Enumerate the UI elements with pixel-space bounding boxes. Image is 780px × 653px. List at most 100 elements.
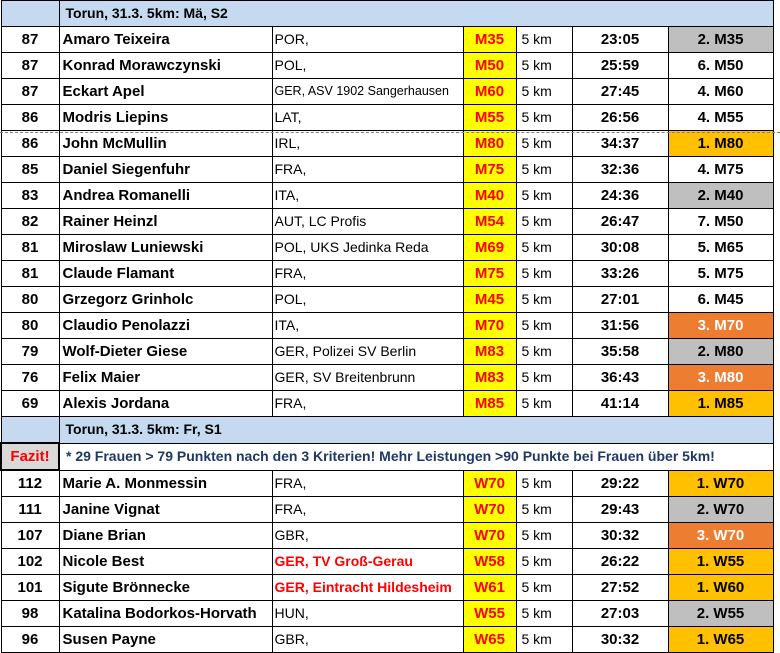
distance-cell[interactable]: 5 km [515,26,573,53]
age-category-cell[interactable]: M80 [462,130,517,157]
club-cell[interactable]: FRA, [271,496,464,523]
athlete-name-cell[interactable]: Marie A. Monmessin [58,469,273,497]
points-cell[interactable]: 83 [0,182,60,209]
placement-cell[interactable]: 4. M75 [667,156,774,183]
time-cell[interactable]: 27:52 [571,574,669,601]
age-category-cell[interactable]: M35 [462,26,517,53]
age-category-cell[interactable]: W58 [462,548,517,575]
points-cell[interactable]: 112 [0,469,60,497]
athlete-name-cell[interactable]: Alexis Jordana [58,390,273,417]
distance-cell[interactable]: 5 km [515,390,573,417]
club-cell[interactable]: POL, UKS Jedinka Reda [271,234,464,261]
points-cell[interactable]: 107 [0,522,60,549]
age-category-cell[interactable]: M83 [462,364,517,391]
club-cell[interactable]: FRA, [271,260,464,287]
placement-cell[interactable]: 1. M80 [667,130,774,157]
club-cell[interactable]: GER, Eintracht Hildesheim [271,574,464,601]
age-category-cell[interactable]: M55 [462,104,517,131]
age-category-cell[interactable]: M83 [462,338,517,365]
age-category-cell[interactable]: W61 [462,574,517,601]
distance-cell[interactable]: 5 km [515,574,573,601]
age-category-cell[interactable]: M50 [462,52,517,79]
club-cell[interactable]: HUN, [271,600,464,627]
distance-cell[interactable]: 5 km [515,52,573,79]
distance-cell[interactable]: 5 km [515,522,573,549]
club-cell[interactable]: POR, [271,26,464,53]
time-cell[interactable]: 24:36 [571,182,669,209]
placement-cell[interactable]: 2. M80 [667,338,774,365]
athlete-name-cell[interactable]: Claudio Penolazzi [58,312,273,339]
distance-cell[interactable]: 5 km [515,364,573,391]
points-cell[interactable]: 87 [0,52,60,79]
age-category-cell[interactable]: W70 [462,496,517,523]
age-category-cell[interactable]: M75 [462,156,517,183]
distance-cell[interactable]: 5 km [515,496,573,523]
points-cell[interactable]: 98 [0,600,60,627]
age-category-cell[interactable]: W70 [462,469,517,497]
athlete-name-cell[interactable]: Andrea Romanelli [58,182,273,209]
club-cell[interactable]: POL, [271,52,464,79]
time-cell[interactable]: 30:08 [571,234,669,261]
athlete-name-cell[interactable]: Diane Brian [58,522,273,549]
athlete-name-cell[interactable]: Janine Vignat [58,496,273,523]
athlete-name-cell[interactable]: Daniel Siegenfuhr [58,156,273,183]
points-cell[interactable]: 80 [0,286,60,313]
club-cell[interactable]: FRA, [271,156,464,183]
time-cell[interactable]: 31:56 [571,312,669,339]
time-cell[interactable]: 26:47 [571,208,669,235]
athlete-name-cell[interactable]: Katalina Bodorkos-Horvath [58,600,273,627]
points-cell[interactable]: 102 [0,548,60,575]
placement-cell[interactable]: 5. M65 [667,234,774,261]
club-cell[interactable]: ITA, [271,182,464,209]
athlete-name-cell[interactable]: Felix Maier [58,364,273,391]
age-category-cell[interactable]: M69 [462,234,517,261]
points-cell[interactable]: 82 [0,208,60,235]
time-cell[interactable]: 30:32 [571,522,669,549]
points-cell[interactable]: 86 [0,130,60,157]
time-cell[interactable]: 35:58 [571,338,669,365]
club-cell[interactable]: GER, ASV 1902 Sangerhausen [271,78,464,105]
time-cell[interactable]: 27:03 [571,600,669,627]
club-cell[interactable]: ITA, [271,312,464,339]
time-cell[interactable]: 23:05 [571,26,669,53]
distance-cell[interactable]: 5 km [515,338,573,365]
time-cell[interactable]: 32:36 [571,156,669,183]
placement-cell[interactable]: 2. M35 [667,26,774,53]
time-cell[interactable]: 33:26 [571,260,669,287]
placement-cell[interactable]: 3. W70 [667,522,774,549]
distance-cell[interactable]: 5 km [515,626,573,653]
placement-cell[interactable]: 1. W70 [667,469,774,497]
placement-cell[interactable]: 7. M50 [667,208,774,235]
club-cell[interactable]: GBR, [271,522,464,549]
fazit-label[interactable]: Fazit! [0,442,60,471]
club-cell[interactable]: GBR, [271,626,464,653]
placement-cell[interactable]: 5. M75 [667,260,774,287]
age-category-cell[interactable]: M54 [462,208,517,235]
club-cell[interactable]: GER, Polizei SV Berlin [271,338,464,365]
points-cell[interactable]: 86 [0,104,60,131]
time-cell[interactable]: 30:32 [571,626,669,653]
placement-cell[interactable]: 4. M60 [667,78,774,105]
distance-cell[interactable]: 5 km [515,548,573,575]
athlete-name-cell[interactable]: Nicole Best [58,548,273,575]
distance-cell[interactable]: 5 km [515,130,573,157]
club-cell[interactable]: FRA, [271,469,464,497]
athlete-name-cell[interactable]: Grzegorz Grinholc [58,286,273,313]
placement-cell[interactable]: 2. W55 [667,600,774,627]
placement-cell[interactable]: 6. M50 [667,52,774,79]
time-cell[interactable]: 29:43 [571,496,669,523]
club-cell[interactable]: GER, SV Breitenbrunn [271,364,464,391]
points-cell[interactable]: 81 [0,234,60,261]
distance-cell[interactable]: 5 km [515,78,573,105]
points-cell[interactable]: 87 [0,26,60,53]
placement-cell[interactable]: 6. M45 [667,286,774,313]
placement-cell[interactable]: 1. W55 [667,548,774,575]
age-category-cell[interactable]: W55 [462,600,517,627]
distance-cell[interactable]: 5 km [515,182,573,209]
athlete-name-cell[interactable]: Wolf-Dieter Giese [58,338,273,365]
points-cell[interactable]: 76 [0,364,60,391]
placement-cell[interactable]: 4. M55 [667,104,774,131]
age-category-cell[interactable]: M60 [462,78,517,105]
time-cell[interactable]: 25:59 [571,52,669,79]
men-section-title[interactable]: Torun, 31.3. 5km: Mä, S2 [58,0,774,27]
